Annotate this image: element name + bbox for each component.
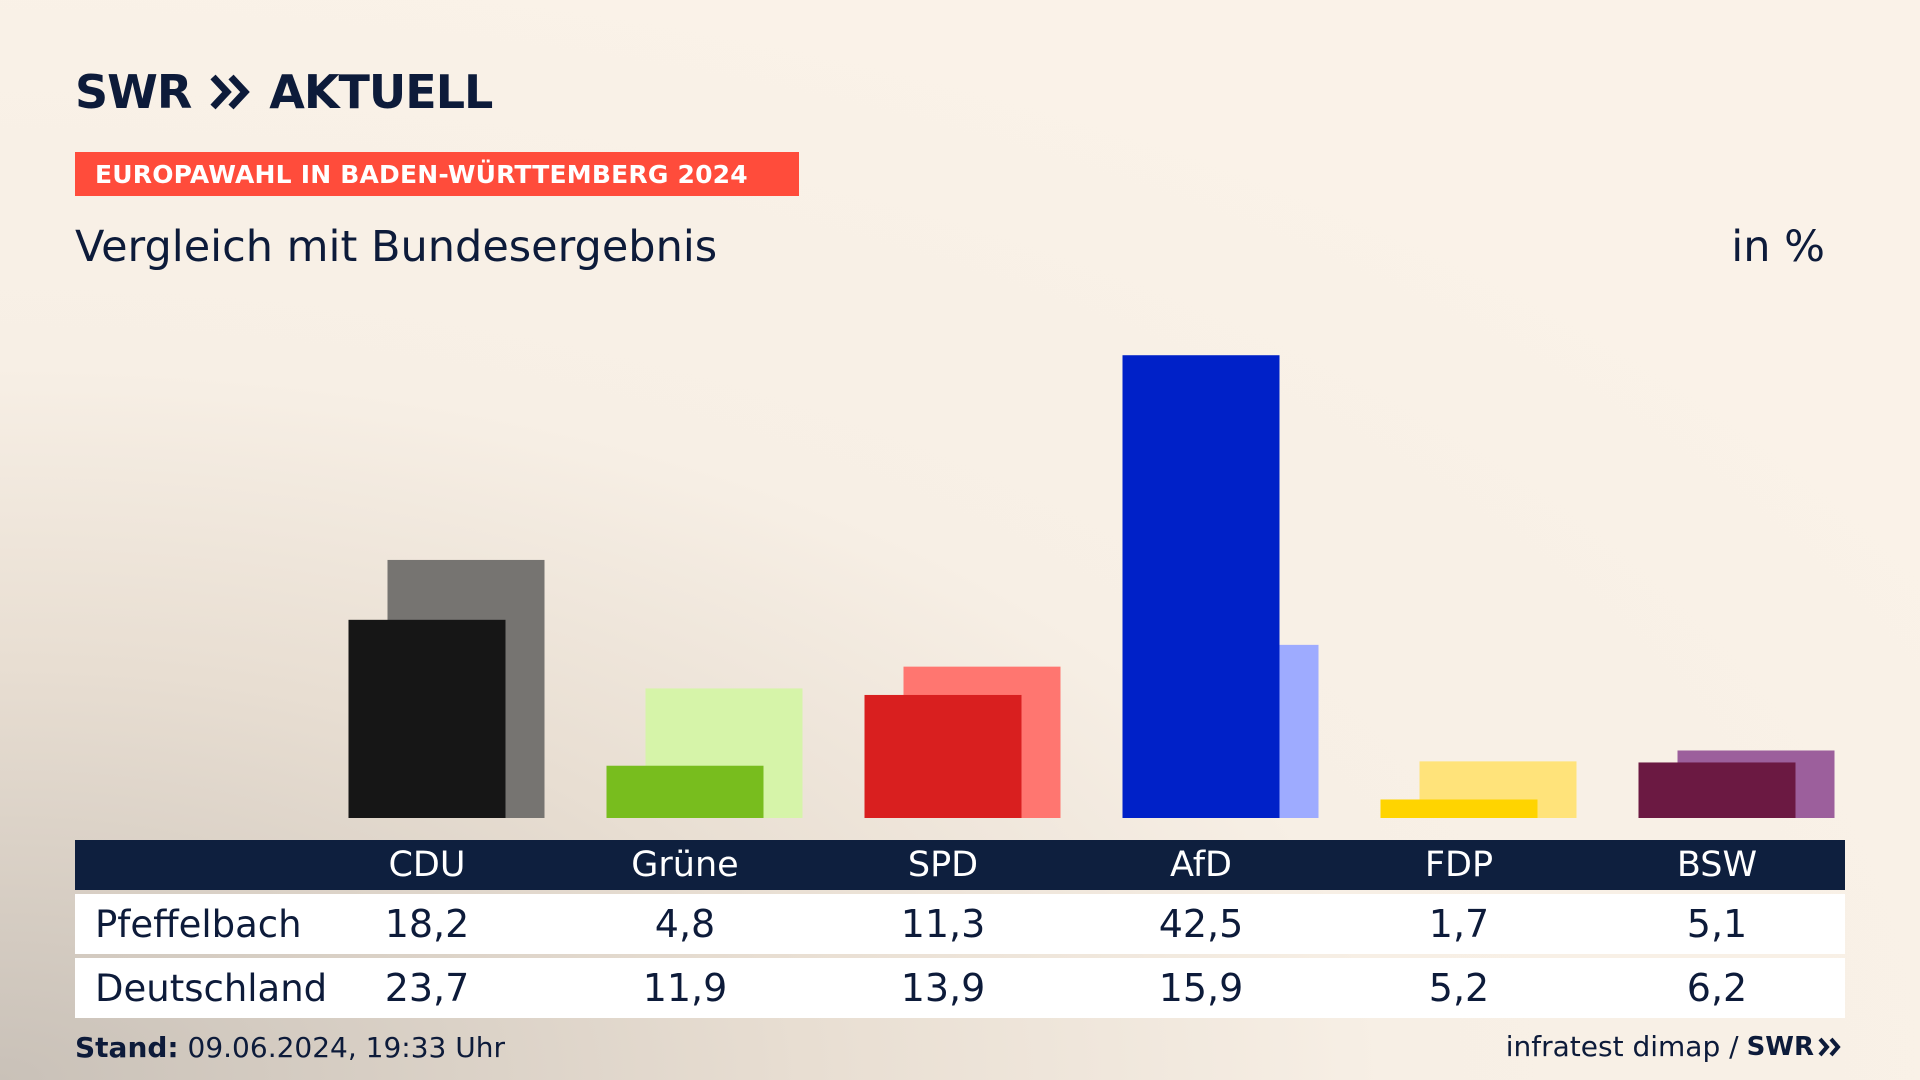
table-cell: 5,1 — [1686, 902, 1748, 946]
stand-label: Stand: — [75, 1031, 179, 1064]
bar-FDP-pfeffelbach — [1380, 799, 1538, 818]
table-cell: 23,7 — [384, 966, 470, 1010]
table-cell: 18,2 — [384, 902, 470, 946]
bar-BSW-pfeffelbach — [1638, 762, 1796, 818]
source-text: infratest dimap / — [1505, 1030, 1739, 1063]
table-cell: 11,9 — [642, 966, 728, 1010]
source-credit: infratest dimap / SWR — [1506, 1030, 1842, 1063]
table-cell: 13,9 — [900, 966, 986, 1010]
bar-AfD-pfeffelbach — [1122, 355, 1280, 818]
column-header-SPD: SPD — [907, 845, 979, 885]
column-header-AfD: AfD — [1170, 845, 1232, 885]
table-row: Pfeffelbach 18,2 4,8 11,3 42,5 1,7 5,1 — [75, 894, 1845, 954]
table-cell: 5,2 — [1428, 966, 1490, 1010]
timestamp: Stand: 09.06.2024, 19:33 Uhr — [75, 1031, 505, 1064]
bar-Grüne-pfeffelbach — [606, 765, 764, 818]
table-row: Deutschland 23,7 11,9 13,9 15,9 5,2 6,2 — [75, 958, 1845, 1018]
table-cell: 1,7 — [1428, 902, 1490, 946]
stand-value: 09.06.2024, 19:33 Uhr — [187, 1031, 505, 1064]
column-header-CDU: CDU — [388, 845, 466, 885]
logo-swr-text: SWR — [75, 65, 192, 119]
table-cell: 11,3 — [900, 902, 986, 946]
results-table: CDU Grüne SPD AfD FDP BSW Pfeffelbach 18,2 4,8… — [75, 840, 1845, 1018]
swr-aktuell-logo: SWR AKTUELL — [75, 64, 493, 120]
bar-chart — [348, 355, 1835, 818]
table-cell: 42,5 — [1158, 902, 1244, 946]
double-chevron-icon — [1818, 1037, 1841, 1056]
column-header-FDP: FDP — [1424, 845, 1494, 885]
election-badge: EUROPAWAHL IN BADEN-WÜRTTEMBERG 2024 — [75, 152, 799, 196]
column-header-Grüne: Grüne — [631, 845, 739, 885]
column-header-BSW: BSW — [1676, 845, 1758, 885]
row-label: Deutschland — [95, 966, 328, 1010]
table-cell: 15,9 — [1158, 966, 1244, 1010]
row-label: Pfeffelbach — [95, 902, 302, 946]
swr-footer-logo: SWR — [1747, 1032, 1842, 1062]
table-cell: 4,8 — [654, 902, 716, 946]
double-chevron-icon — [210, 74, 251, 110]
chart-subtitle: Vergleich mit Bundesergebnis — [75, 222, 718, 272]
table-header: CDU Grüne SPD AfD FDP BSW — [75, 840, 1845, 890]
bar-SPD-pfeffelbach — [864, 694, 1022, 818]
bar-CDU-pfeffelbach — [348, 619, 506, 818]
footer-logo-text: SWR — [1746, 1031, 1814, 1062]
unit-label: in % — [1731, 222, 1825, 272]
logo-aktuell-text: AKTUELL — [269, 65, 493, 119]
table-cell: 6,2 — [1686, 966, 1748, 1010]
